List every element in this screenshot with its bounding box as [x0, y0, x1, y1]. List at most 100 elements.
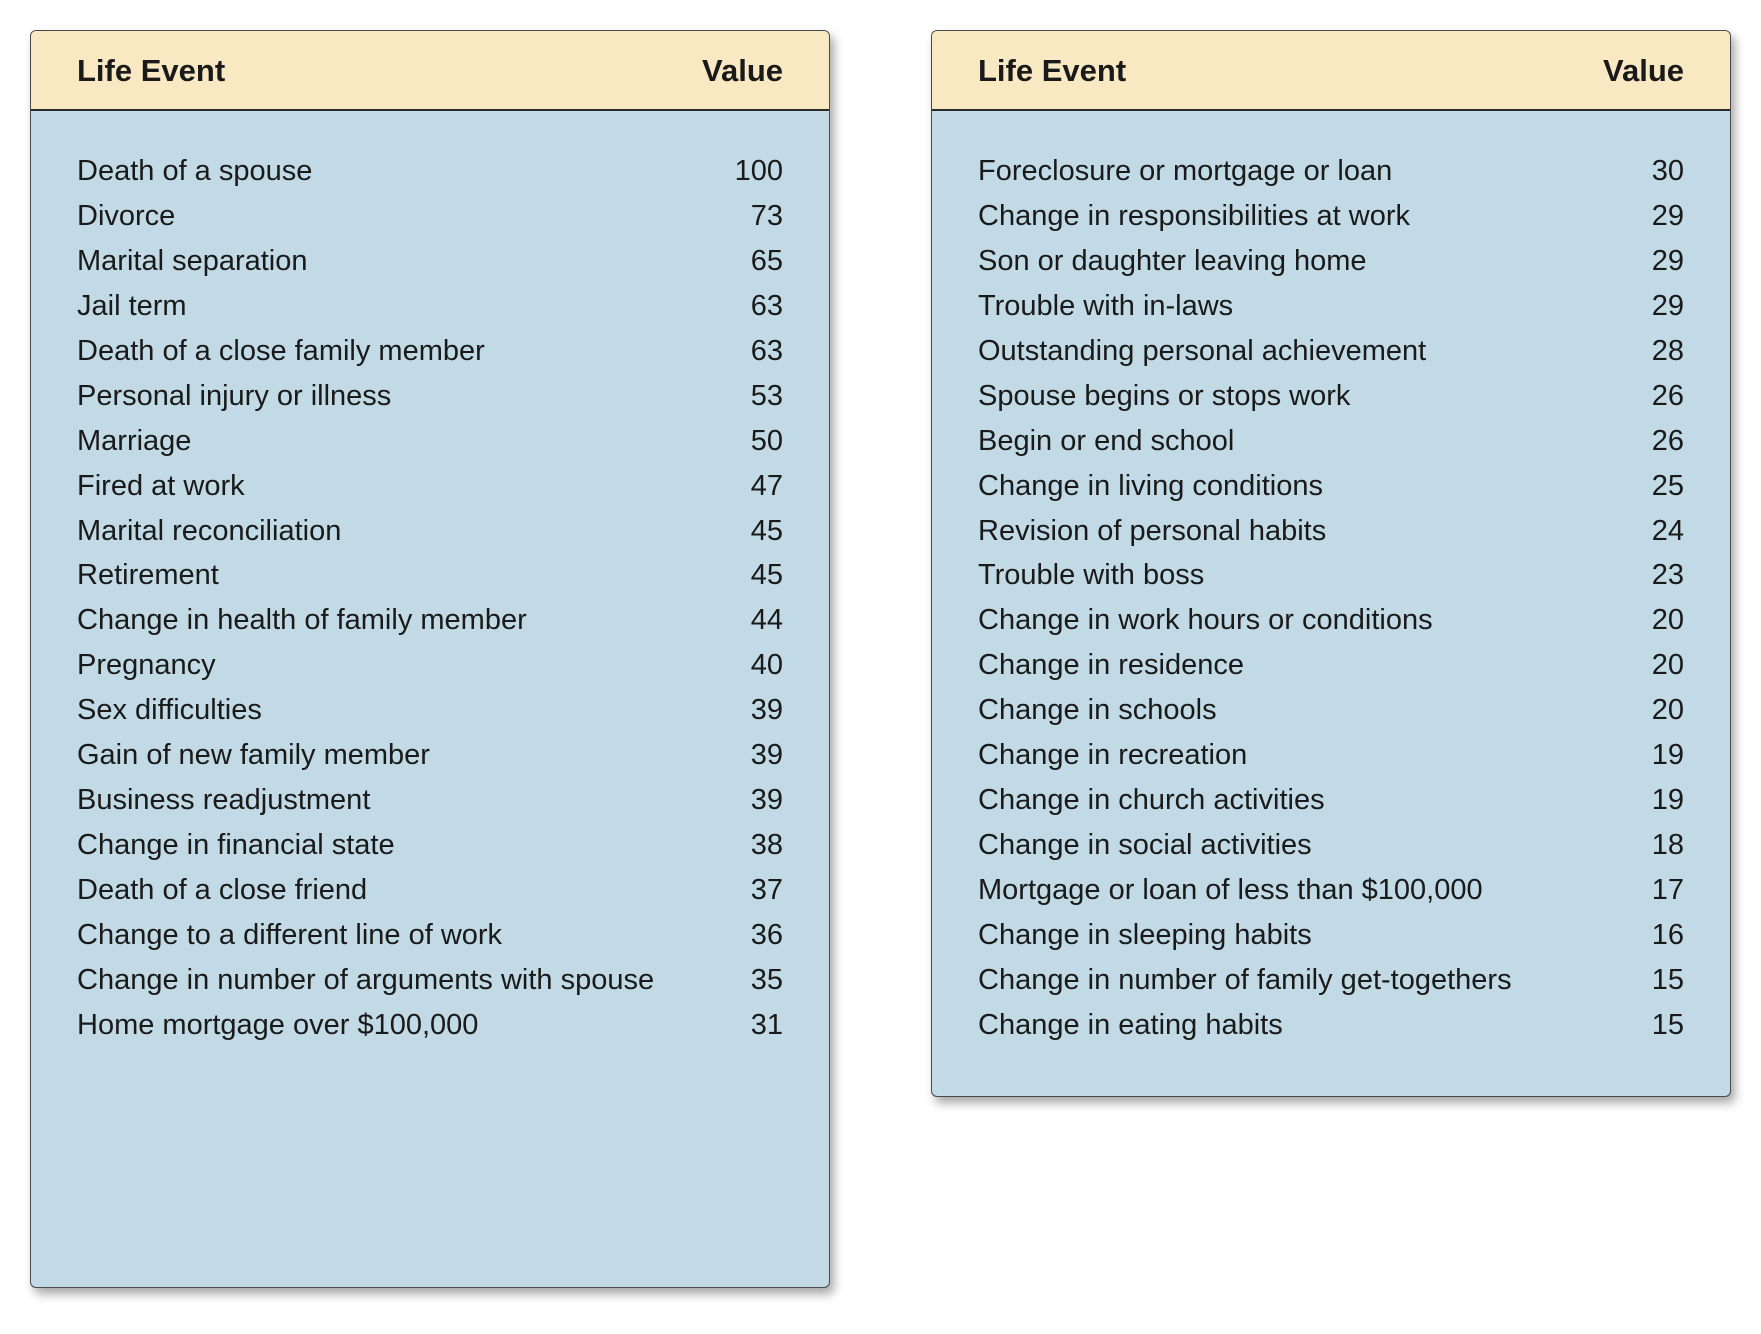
table-row: Change in sleeping habits16 [978, 913, 1684, 958]
table-row: Change in eating habits15 [978, 1003, 1684, 1048]
table-body: Foreclosure or mortgage or loan30Change … [932, 111, 1730, 1096]
column-header-value: Value [702, 53, 783, 89]
table-row: Divorce73 [77, 194, 783, 239]
life-event-value: 28 [1604, 329, 1684, 374]
life-event-label: Change in social activities [978, 823, 1604, 868]
table-row: Foreclosure or mortgage or loan30 [978, 149, 1684, 194]
life-event-label: Marital reconciliation [77, 509, 703, 554]
table-row: Outstanding personal achievement28 [978, 329, 1684, 374]
table-row: Marriage50 [77, 419, 783, 464]
table-row: Fired at work47 [77, 464, 783, 509]
life-events-table-left: Life Event Value Death of a spouse100Div… [30, 30, 830, 1288]
life-event-label: Death of a close family member [77, 329, 703, 374]
life-event-value: 37 [703, 868, 783, 913]
life-event-label: Change in living conditions [978, 464, 1604, 509]
life-event-value: 47 [703, 464, 783, 509]
life-event-value: 100 [703, 149, 783, 194]
table-row: Change in social activities18 [978, 823, 1684, 868]
life-event-label: Gain of new family member [77, 733, 703, 778]
column-header-event: Life Event [77, 53, 225, 89]
life-event-value: 63 [703, 329, 783, 374]
table-row: Pregnancy40 [77, 643, 783, 688]
life-event-value: 24 [1604, 509, 1684, 554]
life-event-value: 45 [703, 553, 783, 598]
table-row: Change in church activities19 [978, 778, 1684, 823]
life-event-label: Change in financial state [77, 823, 703, 868]
life-event-label: Marriage [77, 419, 703, 464]
life-event-label: Change in responsibilities at work [978, 194, 1604, 239]
life-event-label: Change in work hours or conditions [978, 598, 1604, 643]
life-event-value: 20 [1604, 598, 1684, 643]
table-row: Change in responsibilities at work29 [978, 194, 1684, 239]
table-row: Gain of new family member39 [77, 733, 783, 778]
life-event-value: 39 [703, 778, 783, 823]
life-event-label: Change in schools [978, 688, 1604, 733]
table-row: Change in work hours or conditions20 [978, 598, 1684, 643]
table-row: Retirement45 [77, 553, 783, 598]
life-event-label: Marital separation [77, 239, 703, 284]
table-row: Trouble with boss23 [978, 553, 1684, 598]
life-event-value: 23 [1604, 553, 1684, 598]
table-row: Change in health of family member44 [77, 598, 783, 643]
table-row: Jail term63 [77, 284, 783, 329]
life-event-label: Business readjustment [77, 778, 703, 823]
life-event-value: 20 [1604, 643, 1684, 688]
life-event-value: 39 [703, 733, 783, 778]
life-event-value: 40 [703, 643, 783, 688]
table-row: Home mortgage over $100,00031 [77, 1003, 783, 1048]
life-event-label: Trouble with in-laws [978, 284, 1604, 329]
table-row: Mortgage or loan of less than $100,00017 [978, 868, 1684, 913]
life-event-label: Pregnancy [77, 643, 703, 688]
table-body: Death of a spouse100Divorce73Marital sep… [31, 111, 829, 1287]
life-event-value: 63 [703, 284, 783, 329]
life-event-label: Change to a different line of work [77, 913, 703, 958]
life-event-value: 15 [1604, 958, 1684, 1003]
life-event-value: 35 [703, 958, 783, 1003]
table-row: Personal injury or illness53 [77, 374, 783, 419]
table-row: Change to a different line of work36 [77, 913, 783, 958]
table-row: Change in number of family get-togethers… [978, 958, 1684, 1003]
life-event-label: Fired at work [77, 464, 703, 509]
column-header-event: Life Event [978, 53, 1126, 89]
table-row: Sex difficulties39 [77, 688, 783, 733]
table-row: Revision of personal habits24 [978, 509, 1684, 554]
life-event-label: Change in sleeping habits [978, 913, 1604, 958]
life-event-value: 25 [1604, 464, 1684, 509]
page: Life Event Value Death of a spouse100Div… [0, 0, 1761, 1334]
table-header: Life Event Value [31, 31, 829, 111]
life-event-value: 29 [1604, 284, 1684, 329]
life-event-label: Mortgage or loan of less than $100,000 [978, 868, 1604, 913]
table-header: Life Event Value [932, 31, 1730, 111]
table-row: Change in recreation19 [978, 733, 1684, 778]
life-event-label: Begin or end school [978, 419, 1604, 464]
life-event-label: Retirement [77, 553, 703, 598]
table-row: Trouble with in-laws29 [978, 284, 1684, 329]
life-event-label: Divorce [77, 194, 703, 239]
life-event-label: Change in eating habits [978, 1003, 1604, 1048]
life-event-label: Sex difficulties [77, 688, 703, 733]
life-event-label: Personal injury or illness [77, 374, 703, 419]
life-event-label: Change in recreation [978, 733, 1604, 778]
life-event-label: Change in health of family member [77, 598, 703, 643]
life-event-value: 45 [703, 509, 783, 554]
life-event-value: 19 [1604, 778, 1684, 823]
life-event-value: 20 [1604, 688, 1684, 733]
table-row: Business readjustment39 [77, 778, 783, 823]
life-event-value: 29 [1604, 239, 1684, 284]
life-event-value: 17 [1604, 868, 1684, 913]
table-row: Change in financial state38 [77, 823, 783, 868]
table-row: Change in residence20 [978, 643, 1684, 688]
table-row: Son or daughter leaving home29 [978, 239, 1684, 284]
life-event-value: 16 [1604, 913, 1684, 958]
life-event-label: Trouble with boss [978, 553, 1604, 598]
life-event-value: 38 [703, 823, 783, 868]
life-event-value: 53 [703, 374, 783, 419]
life-event-label: Spouse begins or stops work [978, 374, 1604, 419]
life-events-table-right: Life Event Value Foreclosure or mortgage… [931, 30, 1731, 1097]
life-event-label: Revision of personal habits [978, 509, 1604, 554]
table-row: Begin or end school26 [978, 419, 1684, 464]
table-row: Change in number of arguments with spous… [77, 958, 783, 1003]
life-event-label: Change in church activities [978, 778, 1604, 823]
life-event-label: Home mortgage over $100,000 [77, 1003, 703, 1048]
table-row: Spouse begins or stops work26 [978, 374, 1684, 419]
